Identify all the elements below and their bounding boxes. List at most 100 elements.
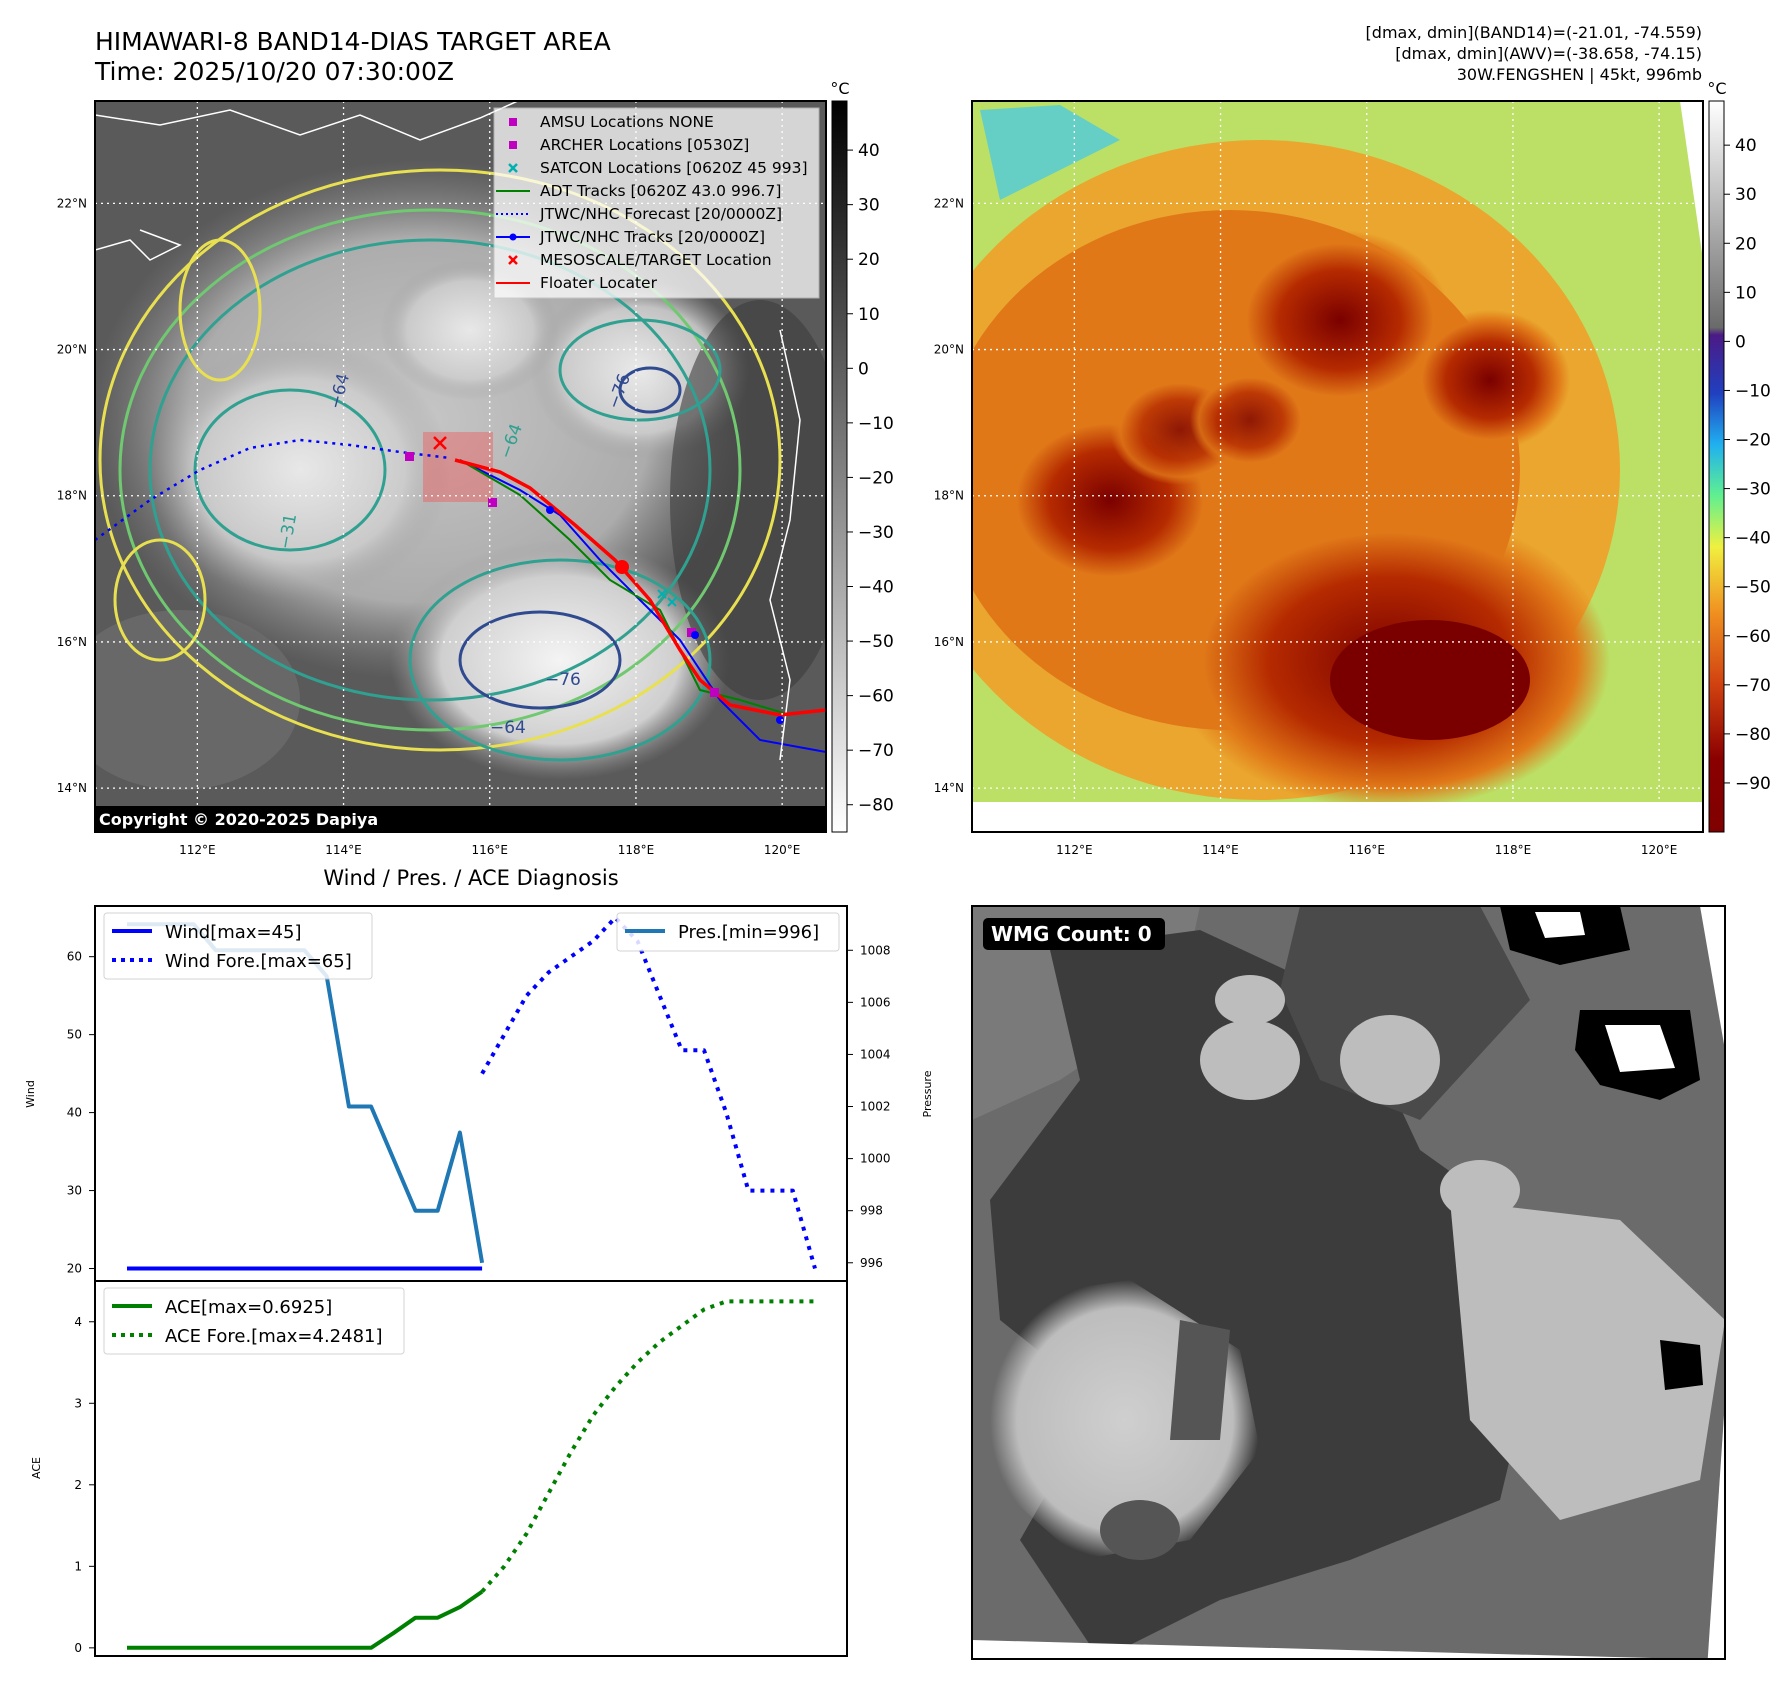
series-line-1 <box>480 915 817 1270</box>
target-location-marker <box>433 436 447 450</box>
colorbar-tick-label: −20 <box>1735 431 1771 451</box>
dmax-awv: [dmax, dmin](AWV)=(-38.658, -74.15) <box>1395 44 1702 63</box>
y-tick-label: 1 <box>74 1559 82 1573</box>
ir-map-panel: −64 −76 −76 −64 −31 −64 <box>57 100 827 857</box>
y-tick-label: 3 <box>74 1396 82 1410</box>
colorbar-tick-label: 40 <box>858 141 880 161</box>
y-tick-label: 60 <box>67 950 82 964</box>
wind-axis-label: Wind <box>24 1080 37 1108</box>
y-tick-label: 2 <box>74 1478 82 1492</box>
legend-label: JTWC/NHC Forecast [20/0000Z] <box>539 205 782 223</box>
legend-wind-forecast: Wind Fore.[max=65] <box>165 951 352 972</box>
lat-label: 16°N <box>934 635 964 649</box>
colorbar-tick-label: 30 <box>858 196 880 216</box>
colorbar-tick-label: −30 <box>858 523 894 543</box>
colorbar-tick-label: 10 <box>1735 283 1757 303</box>
floater-track <box>454 458 826 717</box>
colorbar-tick-label: −70 <box>858 741 894 761</box>
ace-chart: ACE 4 3 2 1 0 ACE[max=0.6925] ACE Fore.[max=… <box>30 1280 848 1657</box>
jtwc-track <box>459 459 826 753</box>
legend-pressure: Pres.[min=996] <box>678 922 819 943</box>
legend-marker <box>509 118 517 126</box>
lat-label: 16°N <box>57 635 87 649</box>
colorbar-tick-label: 0 <box>858 359 869 379</box>
color-colorbar: °C 40 30 20 10 0 −10 −20 −30 −40 −50 −60 −70 −80 −90 <box>1707 79 1771 833</box>
copyright-bar <box>95 806 826 833</box>
legend-label: JTWC/NHC Tracks [20/0000Z] <box>539 228 765 246</box>
wmg-badge <box>983 918 1165 950</box>
colorbar-tick-label: −50 <box>1735 578 1771 598</box>
lat-label: 22°N <box>57 196 87 210</box>
pressure-axis-label: Pressure <box>921 1070 934 1117</box>
colorbar-tick-label: 30 <box>1735 185 1757 205</box>
wmg-frame <box>971 905 1726 1660</box>
colorbar-tick-label: −10 <box>1735 381 1771 401</box>
lon-label: 112°E <box>179 843 216 857</box>
legend-marker <box>508 163 518 173</box>
contour-label: −64 <box>490 718 526 738</box>
colorbar-tick-label: −40 <box>1735 529 1771 549</box>
legend-ace-forecast: ACE Fore.[max=4.2481] <box>165 1326 383 1347</box>
legend-label: SATCON Locations [0620Z 45 993] <box>540 159 808 177</box>
colorbar-tick-label: 20 <box>858 250 880 270</box>
colorbar-tick-label: 40 <box>1735 136 1757 156</box>
color-map-frame <box>971 100 1704 833</box>
dmax-band14: [dmax, dmin](BAND14)=(-21.01, -74.559) <box>1366 23 1702 42</box>
copyright-text: Copyright © 2020-2025 Dapiya <box>99 810 378 829</box>
y-tick-label: 30 <box>67 1184 82 1198</box>
y2-tick-label: 1004 <box>860 1047 891 1061</box>
color-gridlines <box>972 101 1703 832</box>
colorbar-tick-label: −10 <box>858 414 894 434</box>
lat-label: 18°N <box>934 489 964 503</box>
y-tick-label: 4 <box>74 1315 82 1329</box>
adt-track <box>459 459 791 716</box>
ir-colorbar: °C 40 30 20 10 0 −10 −20 −30 −40 −50 −60 −70 −80 <box>830 79 894 833</box>
ir-colorbar-unit: °C <box>830 79 849 98</box>
legend-label: AMSU Locations NONE <box>540 113 714 131</box>
color-imagery <box>972 101 1703 832</box>
floater-marker <box>615 560 629 574</box>
figure-title: HIMAWARI-8 BAND14-DIAS TARGET AREA <box>95 27 611 56</box>
lon-label: 114°E <box>325 843 362 857</box>
lat-label: 14°N <box>57 781 87 795</box>
color-lat-labels: 22°N 20°N 18°N 16°N 14°N <box>934 196 964 795</box>
lat-label: 20°N <box>934 343 964 357</box>
satcon-markers <box>657 589 677 607</box>
ace-axis-label: ACE <box>30 1457 43 1479</box>
y2-tick-label: 1008 <box>860 943 891 957</box>
lon-label: 116°E <box>471 843 508 857</box>
y2-tick-label: 1000 <box>860 1152 891 1166</box>
colorbar-tick-label: −60 <box>858 687 894 707</box>
legend-marker <box>508 255 518 265</box>
wmg-imagery <box>972 906 1725 1659</box>
y-tick-label: 50 <box>67 1028 82 1042</box>
wmg-count-label: WMG Count: 0 <box>991 922 1152 946</box>
color-lon-labels: 112°E 114°E 116°E 118°E 120°E <box>1056 843 1677 857</box>
lat-label: 22°N <box>934 196 964 210</box>
legend-ace: ACE[max=0.6925] <box>165 1297 332 1318</box>
ir-lon-labels: 112°E 114°E 116°E 118°E 120°E <box>179 843 800 857</box>
y2-tick-label: 1002 <box>860 1100 891 1114</box>
colorbar-tick-label: −20 <box>858 468 894 488</box>
ir-lat-labels: 22°N 20°N 18°N 16°N 14°N <box>57 196 87 795</box>
legend-label: MESOSCALE/TARGET Location <box>540 251 772 269</box>
colorbar-tick-label: −70 <box>1735 676 1771 696</box>
colorbar-tick-label: −30 <box>1735 480 1771 500</box>
jtwc-track-dots <box>546 506 784 724</box>
color-colorbar-unit: °C <box>1707 79 1726 98</box>
wind-pressure-chart: Wind Pressure 60 50 40 30 20 1008 1006 1004 100… <box>24 905 934 1282</box>
lat-label: 14°N <box>934 781 964 795</box>
y-tick-label: 0 <box>74 1641 82 1655</box>
colorbar-tick-label: −60 <box>1735 627 1771 647</box>
legend-label: ARCHER Locations [0530Z] <box>540 136 749 154</box>
legend-wind: Wind[max=45] <box>165 922 302 943</box>
diagnosis-title: Wind / Pres. / ACE Diagnosis <box>323 866 618 890</box>
archer-markers <box>405 452 719 697</box>
storm-id: 30W.FENGSHEN | 45kt, 996mb <box>1457 65 1702 84</box>
colorbar-tick-label: −40 <box>858 578 894 598</box>
colorbar-tick-label: −90 <box>1735 774 1771 794</box>
legend-marker <box>509 233 517 241</box>
lon-label: 120°E <box>764 843 801 857</box>
ace-legend: ACE[max=0.6925] ACE Fore.[max=4.2481] <box>103 1287 405 1355</box>
legend-label: ADT Tracks [0620Z 43.0 996.7] <box>540 182 781 200</box>
